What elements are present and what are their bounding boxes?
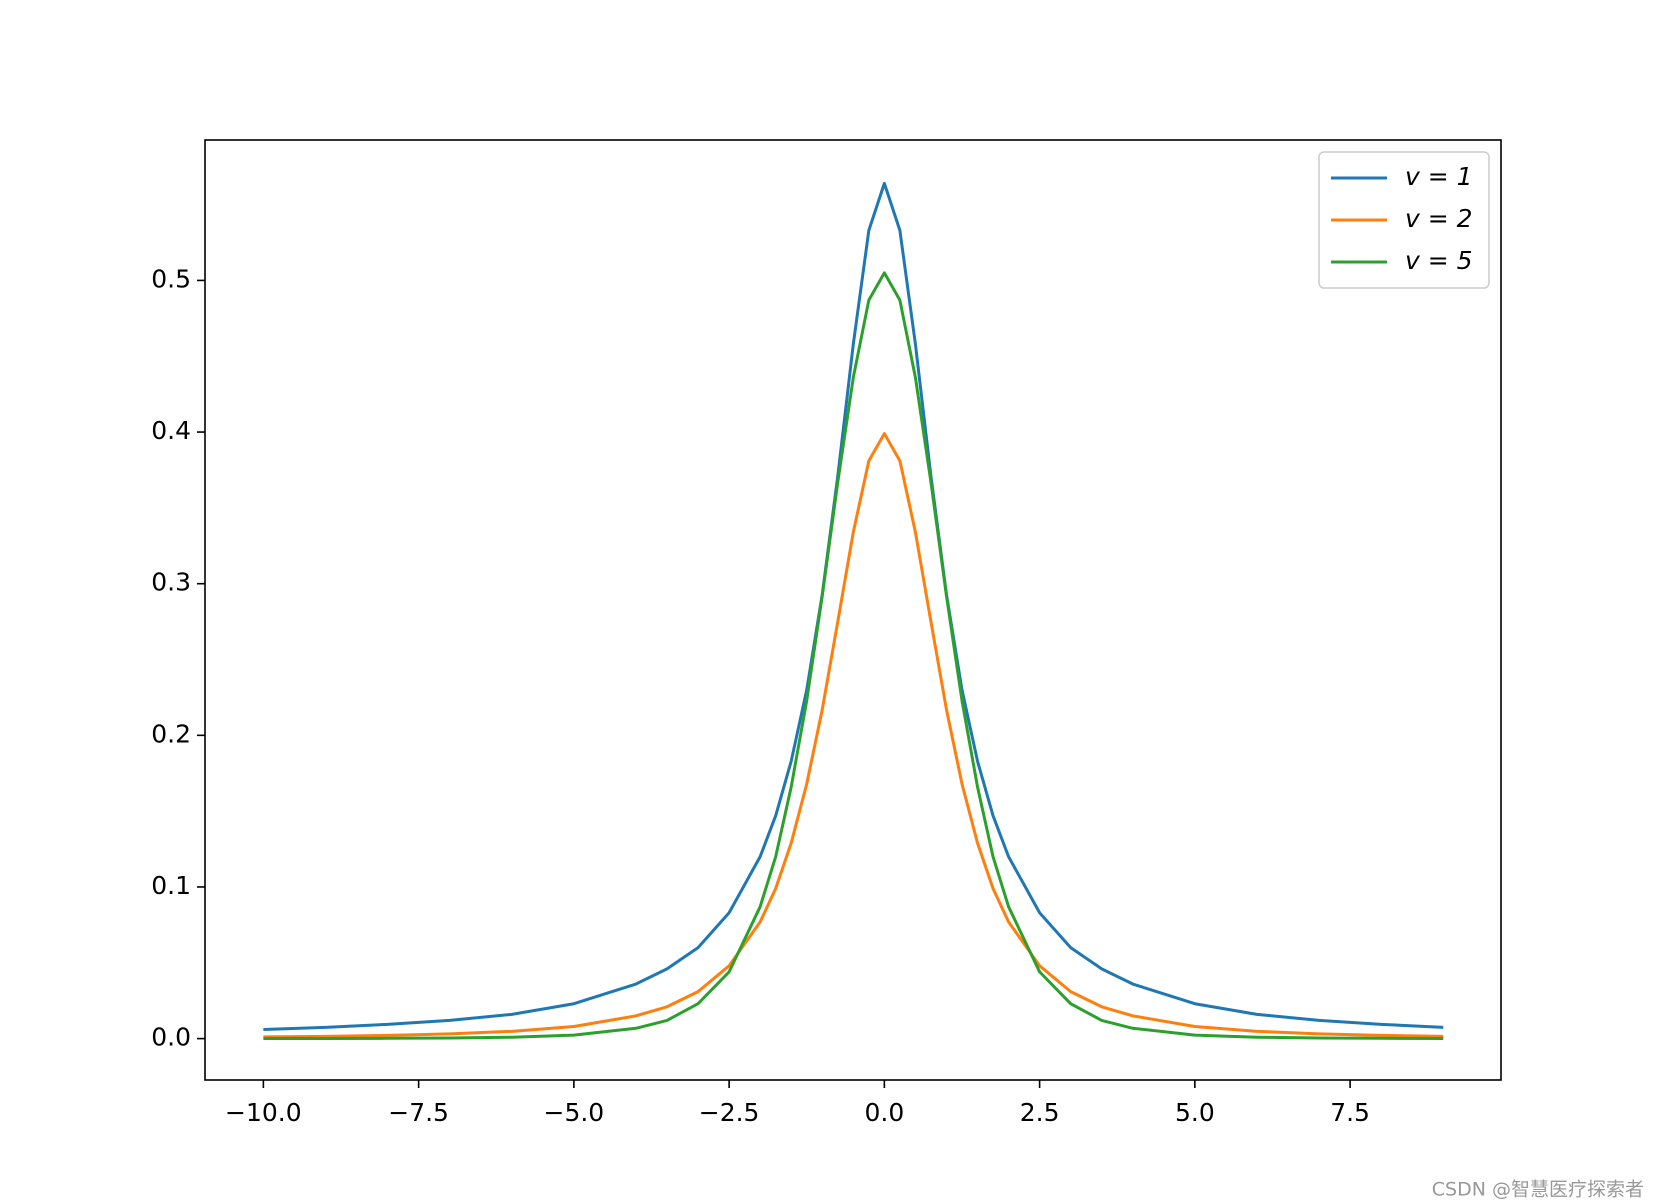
x-tick-label: 2.5 — [1020, 1098, 1060, 1127]
y-tick-label: 0.3 — [151, 568, 191, 597]
series-line — [263, 271, 1444, 1040]
x-tick-label: −2.5 — [699, 1098, 760, 1127]
y-tick-label: 0.2 — [151, 719, 191, 748]
x-tick-label: 7.5 — [1330, 1098, 1370, 1127]
plot-frame — [204, 139, 1502, 1081]
legend-label: v = 2 — [1405, 204, 1473, 233]
x-tick-label: −7.5 — [388, 1098, 449, 1127]
y-tick-label: 0.4 — [151, 416, 191, 445]
x-tick-label: 5.0 — [1175, 1098, 1215, 1127]
x-tick-label: 0.0 — [864, 1098, 904, 1127]
legend-label: v = 1 — [1405, 162, 1473, 191]
series-line — [263, 181, 1444, 1031]
y-tick-label: 0.0 — [151, 1023, 191, 1052]
legend-box — [1318, 151, 1490, 289]
x-tick-label: −5.0 — [544, 1098, 605, 1127]
y-tick-label: 0.1 — [151, 871, 191, 900]
legend-label: v = 5 — [1405, 246, 1473, 275]
x-tick-label: −10.0 — [225, 1098, 302, 1127]
watermark: CSDN @智慧医疗探索者 — [1432, 1179, 1644, 1201]
y-tick-label: 0.5 — [151, 264, 191, 293]
series-line — [263, 432, 1444, 1039]
